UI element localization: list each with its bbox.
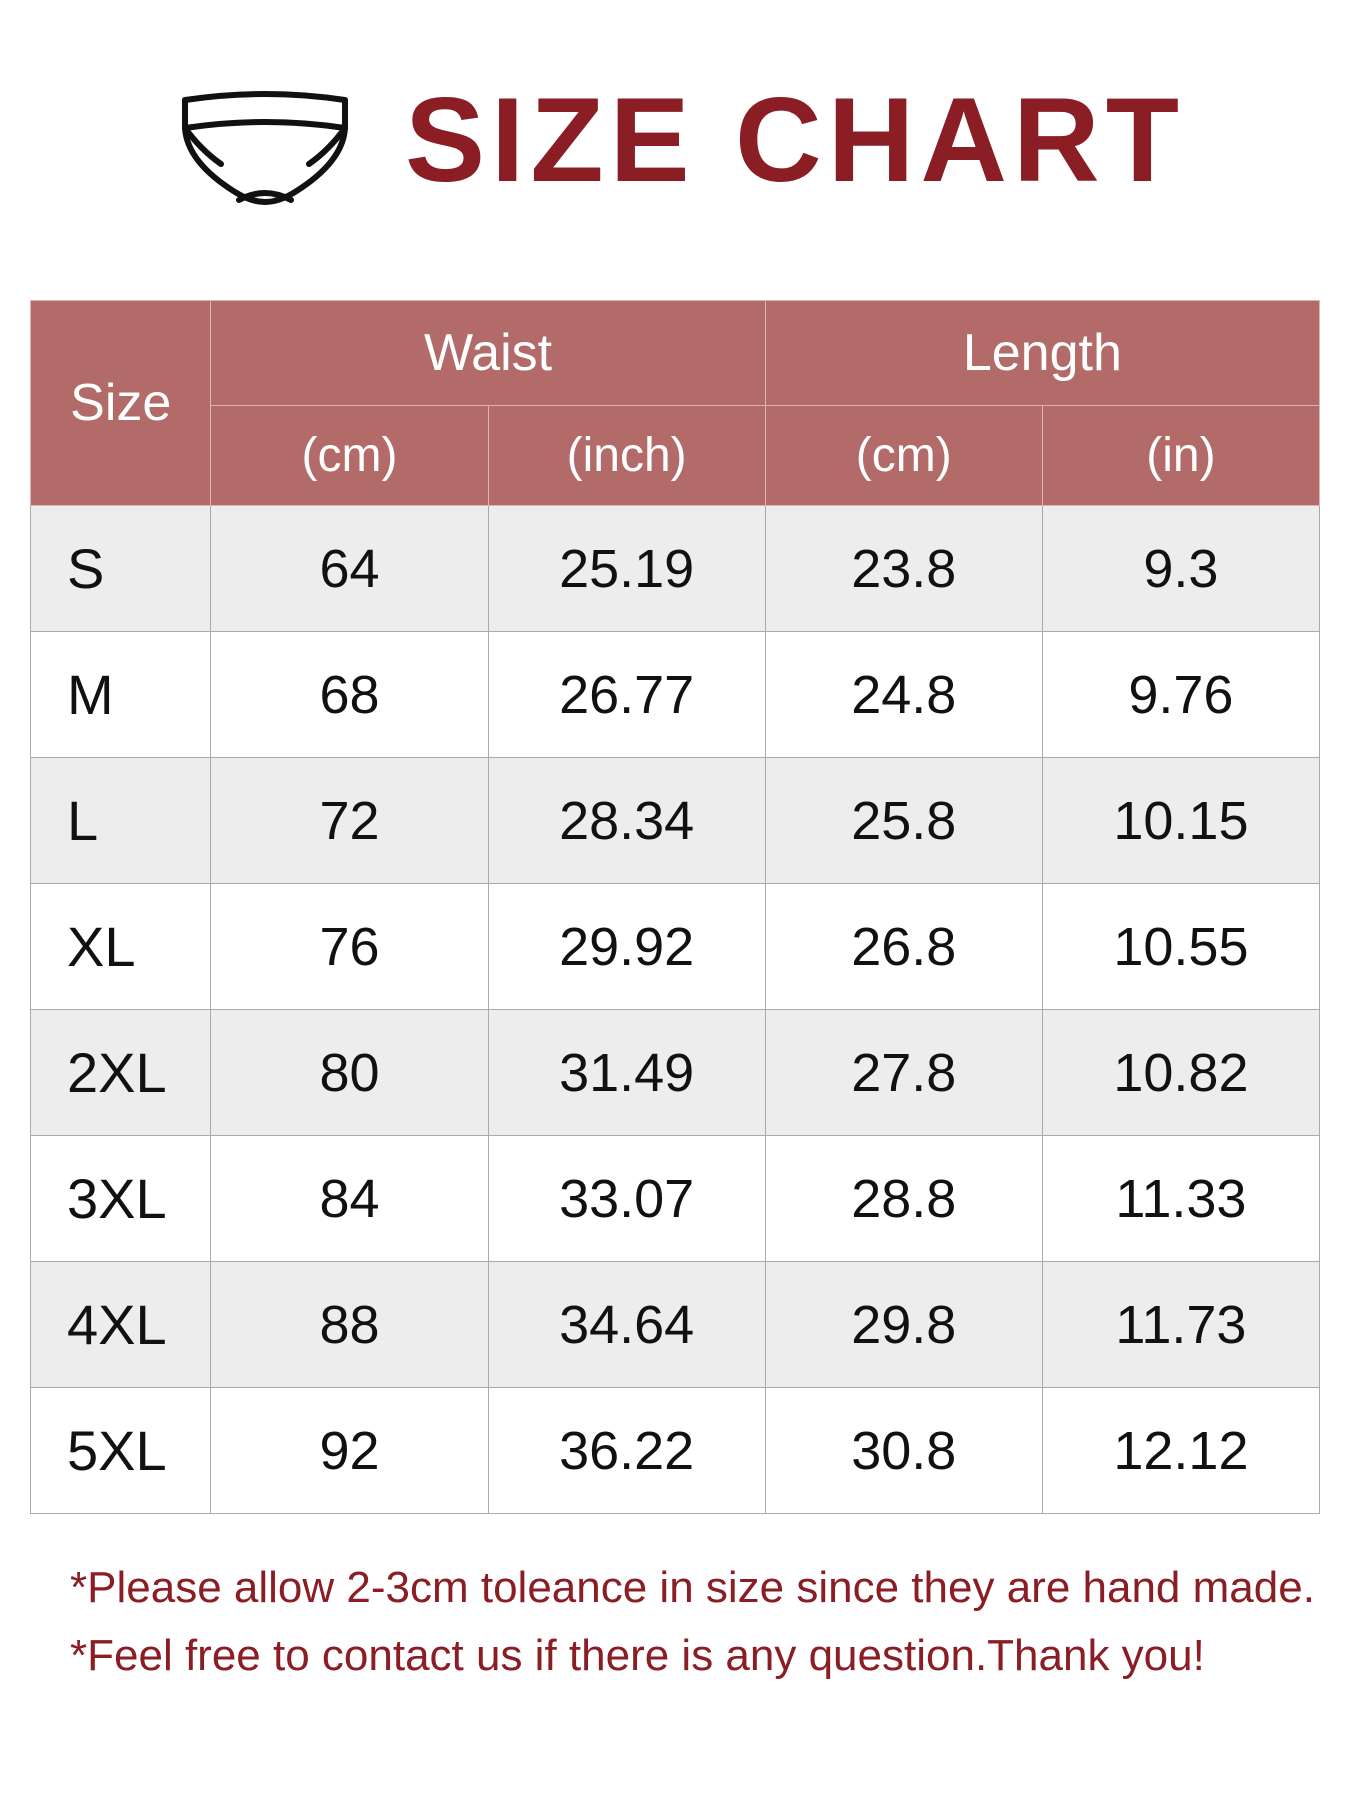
cell-len-cm: 26.8 [765,884,1042,1010]
cell-len-in: 10.55 [1042,884,1319,1010]
cell-len-cm: 23.8 [765,506,1042,632]
cell-size: S [31,506,211,632]
cell-waist-in: 29.92 [488,884,765,1010]
cell-len-cm: 25.8 [765,758,1042,884]
cell-waist-cm: 92 [211,1388,488,1514]
cell-size: 5XL [31,1388,211,1514]
page-title: SIZE CHART [405,71,1185,209]
cell-size: 4XL [31,1262,211,1388]
cell-waist-in: 26.77 [488,632,765,758]
cell-len-cm: 27.8 [765,1010,1042,1136]
cell-waist-cm: 68 [211,632,488,758]
col-length-in-header: (in) [1042,406,1319,506]
underwear-icon [165,70,365,210]
col-waist-header: Waist [211,301,765,406]
col-length-header: Length [765,301,1319,406]
cell-size: XL [31,884,211,1010]
cell-len-cm: 28.8 [765,1136,1042,1262]
cell-len-in: 11.73 [1042,1262,1319,1388]
cell-len-in: 9.76 [1042,632,1319,758]
table-row: 3XL8433.0728.811.33 [31,1136,1320,1262]
cell-waist-in: 28.34 [488,758,765,884]
cell-waist-cm: 72 [211,758,488,884]
cell-size: M [31,632,211,758]
cell-waist-cm: 64 [211,506,488,632]
cell-waist-cm: 76 [211,884,488,1010]
col-length-cm-header: (cm) [765,406,1042,506]
cell-waist-in: 25.19 [488,506,765,632]
cell-len-in: 10.82 [1042,1010,1319,1136]
cell-waist-cm: 80 [211,1010,488,1136]
cell-waist-in: 33.07 [488,1136,765,1262]
table-row: S6425.1923.89.3 [31,506,1320,632]
table-row: 5XL9236.2230.812.12 [31,1388,1320,1514]
cell-size: 3XL [31,1136,211,1262]
cell-len-in: 9.3 [1042,506,1319,632]
table-row: XL7629.9226.810.55 [31,884,1320,1010]
note-line: *Please allow 2-3cm toleance in size sin… [70,1554,1320,1622]
cell-len-cm: 29.8 [765,1262,1042,1388]
table-row: L7228.3425.810.15 [31,758,1320,884]
note-line: *Feel free to contact us if there is any… [70,1622,1320,1690]
cell-len-cm: 24.8 [765,632,1042,758]
cell-waist-cm: 88 [211,1262,488,1388]
table-row: 2XL8031.4927.810.82 [31,1010,1320,1136]
size-chart-page: SIZE CHART Size Waist Length (cm) (inch)… [0,0,1350,1690]
cell-len-in: 12.12 [1042,1388,1319,1514]
cell-size: L [31,758,211,884]
cell-waist-in: 31.49 [488,1010,765,1136]
cell-len-in: 11.33 [1042,1136,1319,1262]
cell-waist-in: 36.22 [488,1388,765,1514]
col-waist-in-header: (inch) [488,406,765,506]
notes-block: *Please allow 2-3cm toleance in size sin… [30,1554,1320,1690]
cell-len-cm: 30.8 [765,1388,1042,1514]
cell-len-in: 10.15 [1042,758,1319,884]
col-waist-cm-header: (cm) [211,406,488,506]
table-row: 4XL8834.6429.811.73 [31,1262,1320,1388]
title-row: SIZE CHART [30,70,1320,210]
table-header: Size Waist Length (cm) (inch) (cm) (in) [31,301,1320,506]
table-row: M6826.7724.89.76 [31,632,1320,758]
cell-size: 2XL [31,1010,211,1136]
cell-waist-in: 34.64 [488,1262,765,1388]
size-table: Size Waist Length (cm) (inch) (cm) (in) … [30,300,1320,1514]
col-size-header: Size [31,301,211,506]
cell-waist-cm: 84 [211,1136,488,1262]
table-body: S6425.1923.89.3 M6826.7724.89.76 L7228.3… [31,506,1320,1514]
